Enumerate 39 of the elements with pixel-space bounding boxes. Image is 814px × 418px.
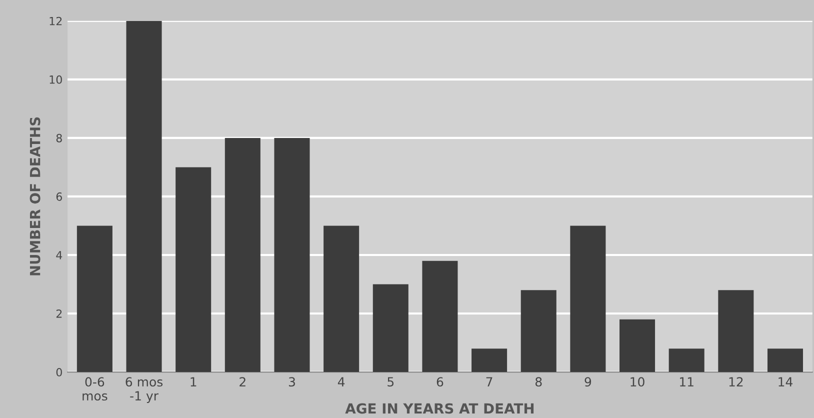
bar [668, 348, 704, 372]
x-tick-label: 1 [190, 377, 196, 386]
x-tick-label: 14 [778, 377, 792, 386]
bar [126, 20, 162, 372]
bar [76, 226, 112, 372]
bar [520, 290, 556, 372]
x-tick-label: 0-6 mos [82, 377, 108, 401]
y-tick-label: 2 [56, 309, 62, 318]
bar [372, 284, 408, 372]
x-tick-label: 3 [288, 377, 295, 387]
x-tick-label: 4 [338, 377, 345, 386]
y-axis-title: NUMBER OF DEATHS [30, 117, 40, 276]
bar [718, 290, 754, 372]
x-tick-label: 6 [436, 377, 444, 387]
x-tick-label: 6 mos -1 yr [126, 377, 163, 403]
y-tick-label: 12 [50, 16, 62, 26]
y-tick-label: 10 [50, 75, 62, 84]
x-tick-label: 9 [584, 377, 592, 387]
x-tick-label: 8 [535, 377, 542, 387]
bar [224, 138, 260, 372]
x-axis-title: AGE IN YEARS AT DEATH [345, 403, 534, 414]
y-tick-label: 8 [56, 134, 62, 142]
bar [324, 226, 360, 372]
y-tick-label: 6 [56, 192, 62, 201]
bar [570, 226, 606, 372]
bar [767, 348, 803, 372]
bar [472, 348, 508, 372]
bar [422, 260, 458, 372]
x-tick-label: 2 [240, 377, 246, 386]
x-tick-label: 10 [630, 377, 644, 387]
y-tick-label: 4 [56, 251, 62, 260]
bar [176, 167, 212, 372]
y-tick-label: 0 [56, 368, 62, 376]
x-tick-label: 5 [388, 377, 394, 387]
x-tick-label: 11 [680, 377, 694, 386]
bar [274, 138, 310, 372]
x-tick-label: 7 [486, 377, 492, 386]
bar [620, 319, 656, 372]
x-tick-label: 12 [729, 377, 743, 386]
